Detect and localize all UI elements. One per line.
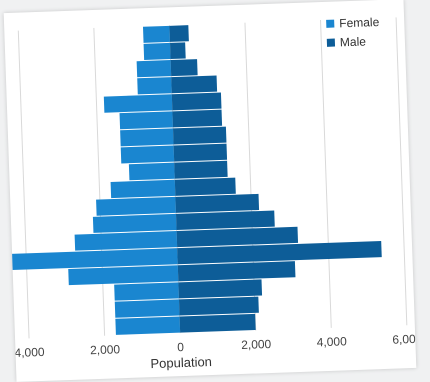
bar-male [174, 160, 228, 179]
bar-male [173, 126, 227, 145]
x-tick-label: 4,000 [14, 345, 45, 360]
legend-label-female: Female [339, 15, 380, 30]
bar-female [115, 316, 181, 335]
x-tick-label: 2,000 [90, 342, 121, 357]
bar-female [120, 128, 174, 147]
bar-male [177, 241, 382, 265]
grid-line [244, 22, 257, 331]
grid-lines [17, 17, 408, 339]
bar-female [110, 179, 176, 199]
bar-male [175, 210, 275, 231]
bar-male [173, 143, 228, 162]
bars [3, 25, 382, 335]
bar-male [170, 59, 198, 77]
grid-line [17, 30, 30, 339]
bar-female [96, 196, 176, 216]
bar-female [3, 248, 178, 271]
bar-male [179, 313, 256, 333]
bar-female [142, 25, 170, 43]
bar-female [137, 77, 172, 95]
bar-male [171, 75, 218, 94]
bar-male [172, 109, 223, 128]
bar-female [136, 60, 172, 78]
bar-male [170, 42, 186, 60]
bar-female [74, 231, 178, 251]
bar-male [171, 92, 222, 111]
bar-female [114, 282, 179, 301]
x-tick-label: 2,000 [241, 337, 272, 352]
x-tick-label: 0 [177, 340, 184, 354]
bar-male [178, 296, 259, 316]
legend-swatch-male [326, 38, 336, 47]
bar-female [68, 265, 179, 286]
population-pyramid-chart: 4,000 2,000 0 2,000 4,000 6,000 Population Fe… [3, 15, 416, 371]
bar-female [92, 213, 177, 233]
grid-line [320, 20, 332, 328]
bar-male [177, 261, 296, 282]
grid-line [168, 25, 181, 334]
legend-swatch-female [326, 19, 335, 28]
bar-male [178, 279, 263, 299]
bar-male [175, 193, 260, 213]
grid-line [395, 17, 408, 326]
grid-line [93, 27, 106, 336]
bar-female [114, 299, 180, 318]
bar-female [143, 42, 171, 60]
legend: Female Male [326, 15, 380, 49]
bar-female [128, 162, 175, 181]
bar-male [174, 177, 236, 196]
bar-female [119, 111, 173, 130]
x-tick-label: 6,000 [392, 332, 416, 347]
bar-female [120, 145, 175, 164]
x-tick-label: 4,000 [317, 334, 348, 349]
x-axis-title: Population [150, 354, 212, 371]
chart-card: 4,000 2,000 0 2,000 4,000 6,000 Population Fe… [3, 0, 417, 382]
x-tick-labels: 4,000 2,000 0 2,000 4,000 6,000 [14, 332, 416, 360]
legend-label-male: Male [340, 34, 367, 49]
bar-female [103, 94, 173, 113]
bar-male [176, 226, 299, 248]
bar-male [169, 25, 189, 42]
